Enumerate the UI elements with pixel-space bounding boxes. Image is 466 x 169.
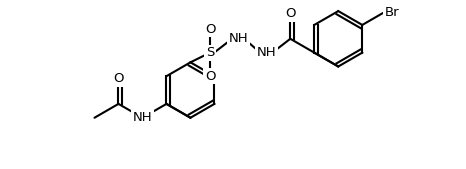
Text: S: S bbox=[206, 46, 214, 59]
Text: O: O bbox=[113, 73, 124, 86]
Text: NH: NH bbox=[133, 111, 152, 124]
Text: O: O bbox=[205, 23, 215, 36]
Text: O: O bbox=[285, 7, 295, 20]
Text: O: O bbox=[205, 70, 215, 83]
Text: Br: Br bbox=[384, 6, 399, 19]
Text: NH: NH bbox=[256, 46, 276, 59]
Text: NH: NH bbox=[228, 32, 248, 45]
